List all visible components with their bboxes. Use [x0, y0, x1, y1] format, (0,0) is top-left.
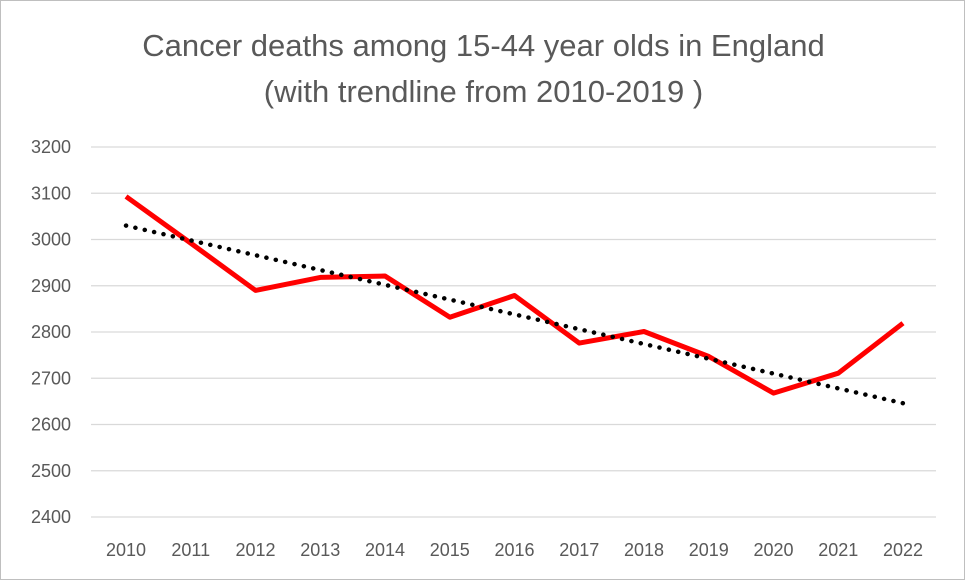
x-tick-label: 2016	[494, 540, 534, 560]
y-axis: 2400 2500 2600 2700 2800 2900 3000 3100 3200	[31, 137, 71, 527]
x-tick-label: 2012	[235, 540, 275, 560]
x-tick-label: 2014	[365, 540, 405, 560]
series-group	[123, 194, 906, 406]
y-tick-label: 2900	[31, 276, 71, 296]
chart-title: Cancer deaths among 15-44 year olds in E…	[142, 28, 825, 63]
y-tick-label: 3100	[31, 183, 71, 203]
x-tick-label: 2018	[624, 540, 664, 560]
chart-subtitle: (with trendline from 2010-2019 )	[263, 74, 704, 109]
gridlines	[91, 146, 936, 518]
x-axis: 2010 2011 2012 2013 2014 2015 2016 2017 2018 2019…	[106, 540, 923, 560]
y-tick-label: 2500	[31, 461, 71, 481]
y-tick-label: 2800	[31, 322, 71, 342]
y-tick-label: 3000	[31, 230, 71, 250]
x-tick-label: 2022	[883, 540, 923, 560]
x-tick-label: 2010	[106, 540, 146, 560]
y-tick-label: 2600	[31, 415, 71, 435]
x-tick-label: 2017	[559, 540, 599, 560]
y-tick-label: 2700	[31, 368, 71, 388]
deaths-line	[124, 194, 905, 396]
y-tick-label: 2400	[31, 507, 71, 527]
x-tick-label: 2021	[818, 540, 858, 560]
trendline	[123, 223, 906, 406]
x-tick-label: 2019	[689, 540, 729, 560]
x-tick-label: 2011	[171, 540, 210, 560]
y-tick-label: 3200	[31, 137, 71, 157]
x-tick-label: 2015	[430, 540, 470, 560]
x-tick-label: 2020	[753, 540, 793, 560]
x-tick-label: 2013	[300, 540, 340, 560]
